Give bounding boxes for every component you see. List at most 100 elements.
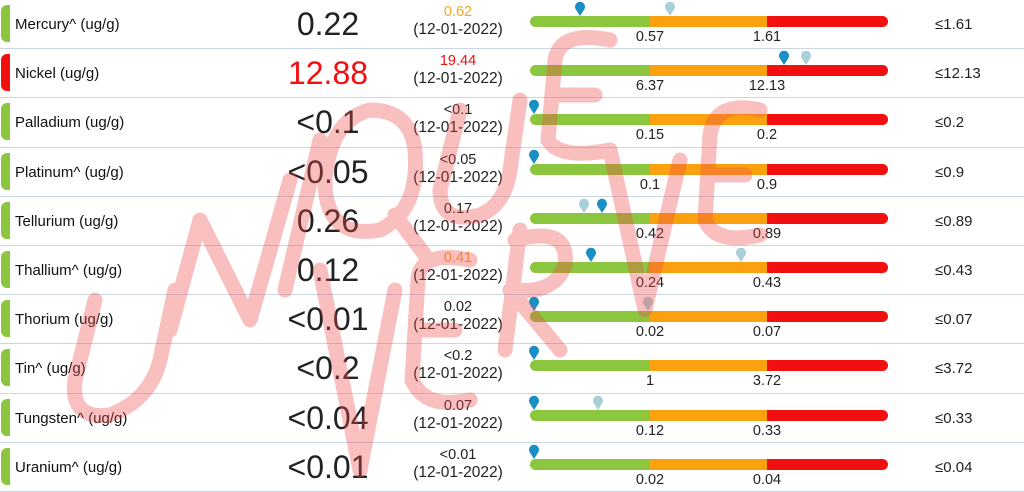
range-bar <box>530 360 888 372</box>
range-bar <box>530 409 888 421</box>
reference-limit: ≤0.04 <box>935 458 973 476</box>
threshold-low: 1 <box>645 373 655 390</box>
result-row: Tungsten^ (ug/g) <0.04 0.07 (12-01-2022) 0.1… <box>0 394 1024 443</box>
threshold-high: 1.61 <box>752 29 782 45</box>
range-bar <box>530 262 888 273</box>
range-normal <box>530 65 650 77</box>
range-bar <box>530 311 888 323</box>
threshold-low: 0.24 <box>635 275 665 291</box>
threshold-high: 0.2 <box>756 127 778 144</box>
result-value: 12.88 <box>287 55 369 92</box>
previous-marker-icon <box>664 1 675 16</box>
analyte-name: Mercury^ (ug/g) <box>15 16 120 33</box>
previous-date: (12-01-2022) <box>413 21 503 38</box>
result-row: Thallium^ (ug/g) 0.12 0.41 (12-01-2022) 0.24… <box>0 246 1024 296</box>
range-normal <box>530 16 650 27</box>
threshold-low: 0.42 <box>635 225 665 242</box>
status-indicator <box>1 447 10 485</box>
range-caution <box>650 360 767 372</box>
range-bar <box>530 114 888 126</box>
current-marker-icon <box>585 247 596 262</box>
status-indicator <box>1 54 10 92</box>
threshold-high: 3.72 <box>752 373 782 390</box>
range-bar <box>530 212 888 224</box>
reference-limit: ≤0.07 <box>935 311 973 329</box>
threshold-low: 0.15 <box>635 127 665 144</box>
reference-limit: ≤0.2 <box>935 114 965 132</box>
range-normal <box>530 262 650 273</box>
result-value: 0.12 <box>296 252 360 288</box>
previous-value: 0.41 <box>443 250 473 266</box>
status-indicator <box>1 152 10 190</box>
range-caution <box>650 311 767 323</box>
threshold-low: 0.02 <box>635 471 665 488</box>
range-high <box>767 65 888 77</box>
previous-marker-icon <box>578 198 589 213</box>
range-normal <box>530 212 650 224</box>
analyte-name: Tungsten^ (ug/g) <box>15 409 128 427</box>
previous-date: (12-01-2022) <box>413 119 503 137</box>
previous-result: 0.07 (12-01-2022) <box>398 398 518 432</box>
previous-date: (12-01-2022) <box>413 267 503 284</box>
reference-limit: ≤0.9 <box>935 163 965 181</box>
result-value: 0.26 <box>296 202 360 239</box>
range-normal <box>530 458 650 470</box>
threshold-high: 12.13 <box>748 78 786 95</box>
analyte-name: Tellurium (ug/g) <box>15 212 119 230</box>
range-bar <box>530 65 888 77</box>
reference-limit: ≤12.13 <box>935 65 981 83</box>
range-normal <box>530 163 650 175</box>
range-bar <box>530 458 888 470</box>
previous-date: (12-01-2022) <box>413 217 503 235</box>
result-row: Thorium (ug/g) <0.01 0.02 (12-01-2022) 0.02 0… <box>0 295 1024 345</box>
result-row: Palladium (ug/g) <0.1 <0.1 (12-01-2022) 0.15… <box>0 98 1024 148</box>
current-marker-icon <box>528 296 539 312</box>
status-indicator <box>1 300 10 338</box>
range-high <box>767 311 888 323</box>
threshold-low: 0.57 <box>635 29 665 45</box>
result-row: Tellurium (ug/g) 0.26 0.17 (12-01-2022) 0.42… <box>0 197 1024 246</box>
previous-result: <0.05 (12-01-2022) <box>398 152 518 186</box>
previous-result: 0.17 (12-01-2022) <box>398 201 518 235</box>
previous-date: (12-01-2022) <box>413 168 503 186</box>
result-value: <0.05 <box>287 153 369 190</box>
result-row: Platinum^ (ug/g) <0.05 <0.05 (12-01-2022) 0.… <box>0 148 1024 197</box>
range-caution <box>650 114 767 126</box>
reference-limit: ≤1.61 <box>935 16 973 33</box>
result-value: <0.01 <box>287 448 369 485</box>
status-indicator <box>1 201 10 239</box>
previous-marker-icon <box>736 247 747 262</box>
range-caution <box>650 16 767 27</box>
threshold-low: 0.12 <box>635 422 665 439</box>
current-marker-icon <box>575 1 586 16</box>
reference-limit: ≤0.89 <box>935 212 973 230</box>
status-indicator <box>1 251 10 288</box>
reference-limit: ≤3.72 <box>935 360 973 378</box>
previous-date: (12-01-2022) <box>413 463 503 481</box>
result-row: Uranium^ (ug/g) <0.01 <0.01 (12-01-2022) 0.0… <box>0 443 1024 492</box>
previous-result: 0.62 (12-01-2022) <box>398 4 518 38</box>
previous-result: 19.44 (12-01-2022) <box>398 53 518 87</box>
previous-date: (12-01-2022) <box>413 316 503 334</box>
result-value: <0.1 <box>296 104 360 141</box>
previous-date: (12-01-2022) <box>413 365 503 383</box>
current-marker-icon <box>528 100 539 115</box>
analyte-name: Uranium^ (ug/g) <box>15 458 123 476</box>
result-row: Mercury^ (ug/g) 0.22 0.62 (12-01-2022) 0.57 1… <box>0 0 1024 50</box>
range-caution <box>650 262 767 273</box>
previous-marker-icon <box>800 50 811 66</box>
status-indicator <box>1 349 10 387</box>
threshold-low: 6.37 <box>635 78 665 95</box>
range-bar <box>530 16 888 27</box>
range-high <box>767 262 888 273</box>
range-caution <box>650 212 767 224</box>
threshold-high: 0.07 <box>752 324 782 341</box>
result-value: <0.01 <box>287 301 369 338</box>
current-marker-icon <box>779 50 790 66</box>
current-marker-icon <box>528 149 539 164</box>
range-high <box>767 163 888 175</box>
result-row: Nickel (ug/g) 12.88 19.44 (12-01-2022) 6.37 1… <box>0 49 1024 99</box>
previous-value: <0.2 <box>443 348 473 365</box>
previous-value: 0.02 <box>443 299 473 316</box>
